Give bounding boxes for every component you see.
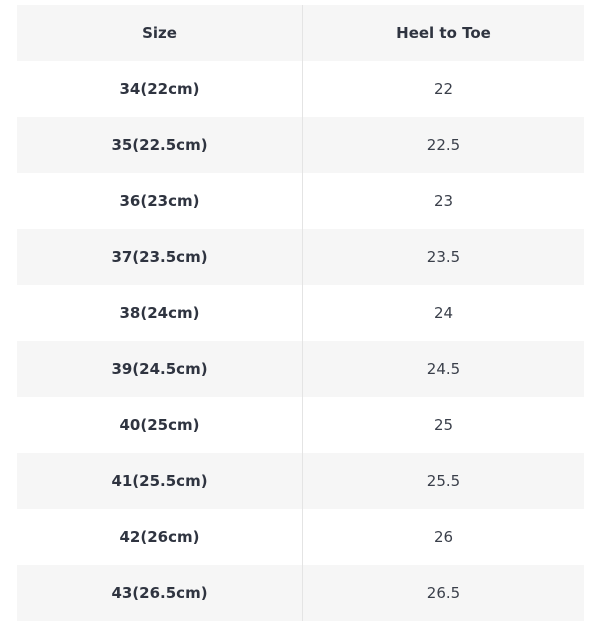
table-row: 42(26cm) 26 [17,509,584,565]
table-cell: 26.5 [426,584,461,602]
table-row: 38(24cm) 24 [17,285,584,341]
table-cell: Heel to Toe [396,24,491,42]
table-row: 36(23cm) 23 [17,173,584,229]
table-row: 40(25cm) 25 [17,397,584,453]
table-cell: 26 [433,528,454,546]
table-cell: 39(24.5cm) [17,341,303,397]
table-row: 41(25.5cm) 25.5 [17,453,584,509]
table-cell: 36(23cm) [17,173,303,229]
table-cell: 34(22cm) [17,61,303,117]
table-cell: 38(24cm) [17,285,303,341]
table-cell: 25.5 [426,472,461,490]
table-cell: 25 [433,416,454,434]
table-cell: 37(23.5cm) [17,229,303,285]
table-cell: 24.5 [426,360,461,378]
table-cell: 40(25cm) [17,397,303,453]
table-cell: Size [17,5,303,61]
table-cell: 41(25.5cm) [17,453,303,509]
table-row: 37(23.5cm) 23.5 [17,229,584,285]
size-table: Size Heel to Toe 34(22cm) 22 35(22.5cm) 22.5 3… [17,5,584,621]
table-row: 34(22cm) 22 [17,61,584,117]
table-row: 43(26.5cm) 26.5 [17,565,584,621]
table-row: 35(22.5cm) 22.5 [17,117,584,173]
table-cell: 35(22.5cm) [17,117,303,173]
table-cell: 24 [433,304,454,322]
table-cell: 22.5 [426,136,461,154]
table-row: Size Heel to Toe [17,5,584,61]
table-cell: 22 [433,80,454,98]
table-cell: 23.5 [426,248,461,266]
table-cell: 42(26cm) [17,509,303,565]
table-row: 39(24.5cm) 24.5 [17,341,584,397]
table-cell: 23 [433,192,454,210]
table-cell: 43(26.5cm) [17,565,303,621]
